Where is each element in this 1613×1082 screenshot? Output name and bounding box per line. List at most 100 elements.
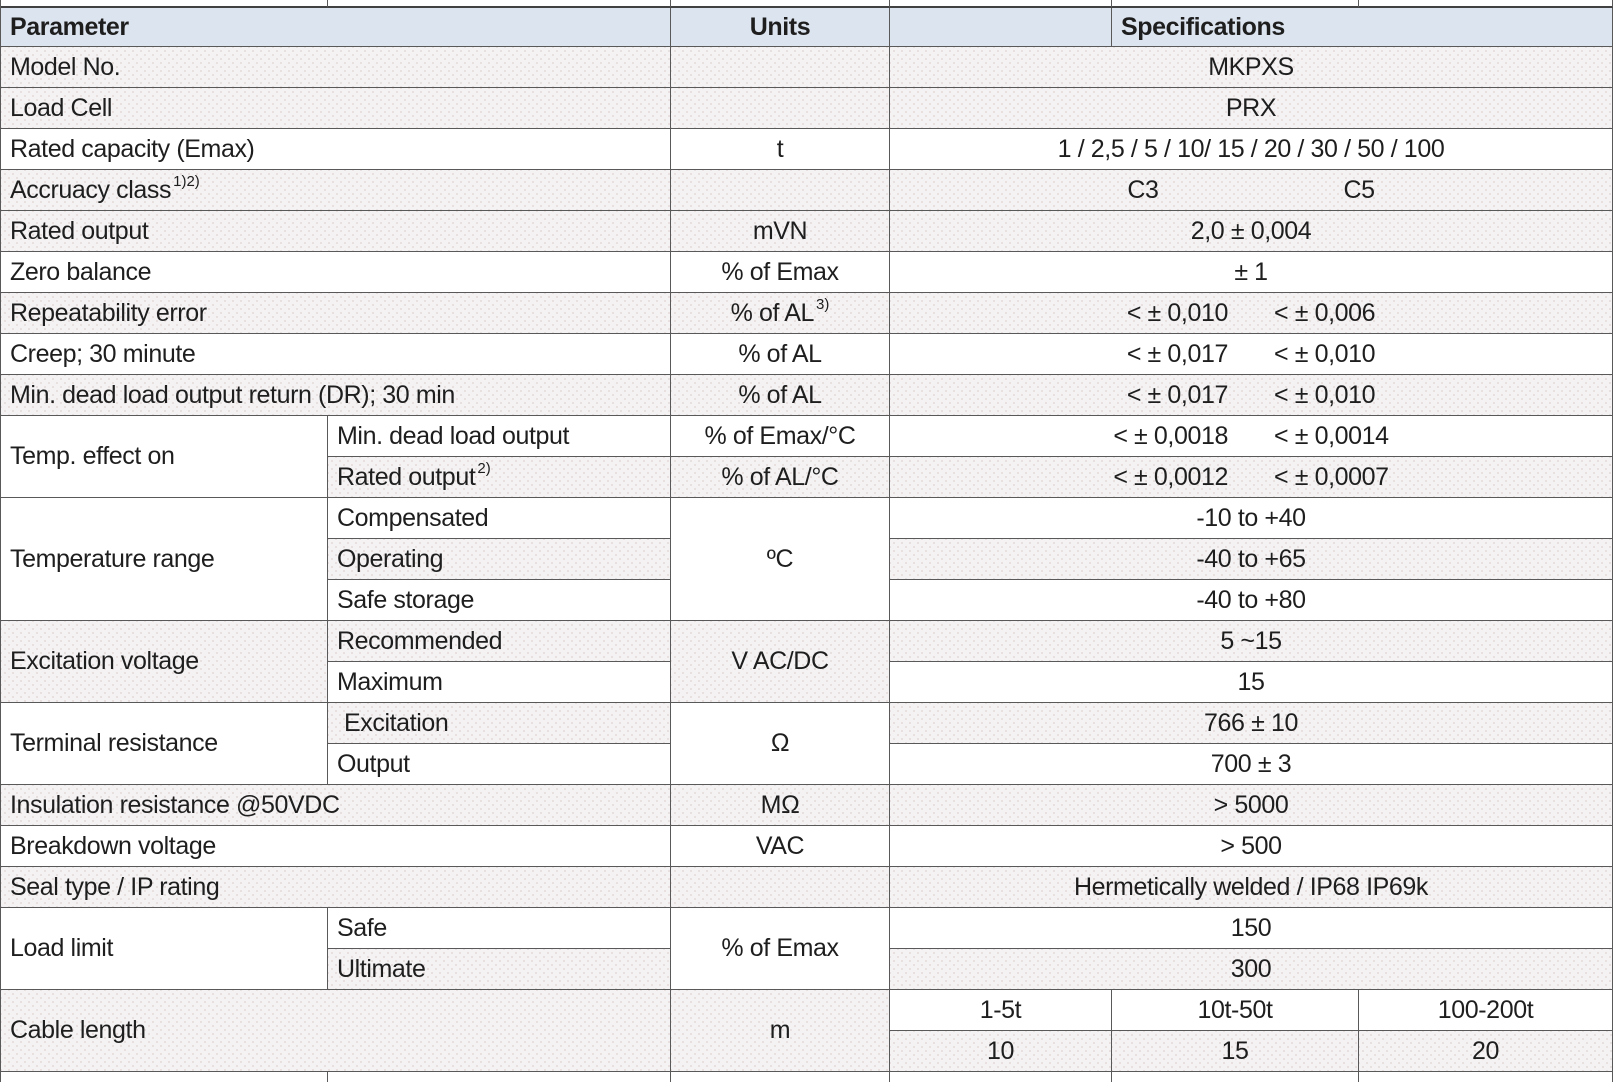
accuracy-class-label-text: Accruacy class bbox=[10, 175, 172, 204]
dead-load-return-values: < ± 0,017 < ± 0,010 bbox=[890, 375, 1613, 416]
creep-c5: < ± 0,010 bbox=[1274, 339, 1376, 368]
temperature-range-units: ºC bbox=[671, 498, 890, 621]
seal-type-label: Seal type / IP rating bbox=[1, 867, 671, 908]
load-limit-safe-label: Safe bbox=[328, 908, 671, 949]
temp-effect-rated-output-units: % of AL/°C bbox=[671, 457, 890, 498]
accuracy-class-label: Accruacy class 1)2) bbox=[1, 170, 671, 211]
temp-effect-rated-output-footnote: 2) bbox=[477, 459, 491, 477]
cable-range-1: 1-5t bbox=[890, 990, 1112, 1031]
temp-effect-rated-output-c5: < ± 0,0007 bbox=[1274, 462, 1389, 491]
load-limit-safe-value: 150 bbox=[890, 908, 1613, 949]
zero-balance-units: % of Emax bbox=[671, 252, 890, 293]
temp-effect-min-dead-load-values: < ± 0,0018 < ± 0,0014 bbox=[890, 416, 1613, 457]
insulation-resistance-label: Insulation resistance @50VDC bbox=[1, 785, 671, 826]
seal-type-value: Hermetically welded / IP68 IP69k bbox=[890, 867, 1613, 908]
excitation-voltage-group-label: Excitation voltage bbox=[1, 621, 328, 703]
bottom-sliver-cell bbox=[671, 1072, 890, 1082]
temperature-safe-storage-value: -40 to +80 bbox=[890, 580, 1613, 621]
bottom-sliver-cell bbox=[328, 1072, 671, 1082]
temperature-compensated-value: -10 to +40 bbox=[890, 498, 1613, 539]
accuracy-class-units bbox=[671, 170, 890, 211]
terminal-output-value: 700 ± 3 bbox=[890, 744, 1613, 785]
dead-load-return-c5: < ± 0,010 bbox=[1274, 380, 1376, 409]
repeatability-c3: < ± 0,010 bbox=[1126, 298, 1229, 327]
seal-type-units bbox=[671, 867, 890, 908]
excitation-maximum-value: 15 bbox=[890, 662, 1613, 703]
repeatability-c5: < ± 0,006 bbox=[1274, 298, 1376, 327]
header-parameter: Parameter bbox=[1, 8, 671, 47]
rated-capacity-value: 1 / 2,5 / 5 / 10/ 15 / 20 / 30 / 50 / 10… bbox=[890, 129, 1613, 170]
dead-load-return-label: Min. dead load output return (DR); 30 mi… bbox=[1, 375, 671, 416]
repeatability-units-text: % of AL bbox=[730, 298, 815, 327]
cable-range-3: 100-200t bbox=[1359, 990, 1613, 1031]
dead-load-return-c3: < ± 0,017 bbox=[1126, 380, 1229, 409]
rated-output-value: 2,0 ± 0,004 bbox=[890, 211, 1613, 252]
header-spacer-cell bbox=[890, 8, 1112, 47]
top-sliver-cell bbox=[328, 0, 671, 8]
accuracy-class-values: C3 C5 bbox=[890, 170, 1613, 211]
cable-length-label: Cable length bbox=[1, 990, 671, 1072]
excitation-voltage-units: V AC/DC bbox=[671, 621, 890, 703]
load-cell-value: PRX bbox=[890, 88, 1613, 129]
breakdown-voltage-value: > 500 bbox=[890, 826, 1613, 867]
header-units: Units bbox=[671, 8, 890, 47]
bottom-sliver-cell bbox=[1359, 1072, 1613, 1082]
repeatability-units: % of AL 3) bbox=[671, 293, 890, 334]
rated-output-label: Rated output bbox=[1, 211, 671, 252]
load-cell-label: Load Cell bbox=[1, 88, 671, 129]
breakdown-voltage-units: VAC bbox=[671, 826, 890, 867]
creep-units: % of AL bbox=[671, 334, 890, 375]
zero-balance-label: Zero balance bbox=[1, 252, 671, 293]
cable-value-2: 15 bbox=[1112, 1031, 1359, 1072]
temperature-compensated-label: Compensated bbox=[328, 498, 671, 539]
temp-effect-rated-output-values: < ± 0,0012 < ± 0,0007 bbox=[890, 457, 1613, 498]
model-no-units bbox=[671, 47, 890, 88]
temp-effect-min-dead-load-c3: < ± 0,0018 bbox=[1113, 421, 1228, 450]
temp-effect-min-dead-load-label: Min. dead load output bbox=[328, 416, 671, 457]
top-sliver-cell bbox=[1359, 0, 1613, 8]
temperature-range-group-label: Temperature range bbox=[1, 498, 328, 621]
temperature-safe-storage-label: Safe storage bbox=[328, 580, 671, 621]
accuracy-class-footnote: 1)2) bbox=[173, 172, 200, 190]
load-limit-units: % of Emax bbox=[671, 908, 890, 990]
accuracy-class-c5: C5 bbox=[1343, 175, 1376, 204]
zero-balance-value: ± 1 bbox=[890, 252, 1613, 293]
terminal-excitation-value: 766 ± 10 bbox=[890, 703, 1613, 744]
rated-capacity-units: t bbox=[671, 129, 890, 170]
temp-effect-rated-output-c3: < ± 0,0012 bbox=[1113, 462, 1228, 491]
temp-effect-group-label: Temp. effect on bbox=[1, 416, 328, 498]
accuracy-class-c3: C3 bbox=[1127, 175, 1159, 204]
terminal-resistance-units: Ω bbox=[671, 703, 890, 785]
model-no-label: Model No. bbox=[1, 47, 671, 88]
rated-output-units: mVN bbox=[671, 211, 890, 252]
excitation-recommended-label: Recommended bbox=[328, 621, 671, 662]
load-limit-ultimate-label: Ultimate bbox=[328, 949, 671, 990]
temp-effect-min-dead-load-c5: < ± 0,0014 bbox=[1274, 421, 1389, 450]
terminal-output-label: Output bbox=[328, 744, 671, 785]
terminal-excitation-label: Excitation bbox=[328, 703, 671, 744]
repeatability-label: Repeatability error bbox=[1, 293, 671, 334]
repeatability-values: < ± 0,010 < ± 0,006 bbox=[890, 293, 1613, 334]
load-cell-units bbox=[671, 88, 890, 129]
temp-effect-rated-output-label-text: Rated output bbox=[337, 462, 476, 491]
creep-c3: < ± 0,017 bbox=[1126, 339, 1229, 368]
repeatability-units-footnote: 3) bbox=[816, 295, 830, 313]
temperature-operating-label: Operating bbox=[328, 539, 671, 580]
bottom-sliver-cell bbox=[890, 1072, 1112, 1082]
excitation-recommended-value: 5 ~15 bbox=[890, 621, 1613, 662]
creep-values: < ± 0,017 < ± 0,010 bbox=[890, 334, 1613, 375]
cable-range-2: 10t-50t bbox=[1112, 990, 1359, 1031]
insulation-resistance-units: MΩ bbox=[671, 785, 890, 826]
terminal-resistance-group-label: Terminal resistance bbox=[1, 703, 328, 785]
cable-value-3: 20 bbox=[1359, 1031, 1613, 1072]
creep-label: Creep; 30 minute bbox=[1, 334, 671, 375]
bottom-sliver-cell bbox=[1112, 1072, 1359, 1082]
cable-value-1: 10 bbox=[890, 1031, 1112, 1072]
top-sliver-cell bbox=[1112, 0, 1359, 8]
bottom-sliver-cell bbox=[1, 1072, 328, 1082]
rated-capacity-label: Rated capacity (Emax) bbox=[1, 129, 671, 170]
model-no-value: MKPXS bbox=[890, 47, 1613, 88]
header-specifications: Specifications bbox=[1112, 8, 1613, 47]
